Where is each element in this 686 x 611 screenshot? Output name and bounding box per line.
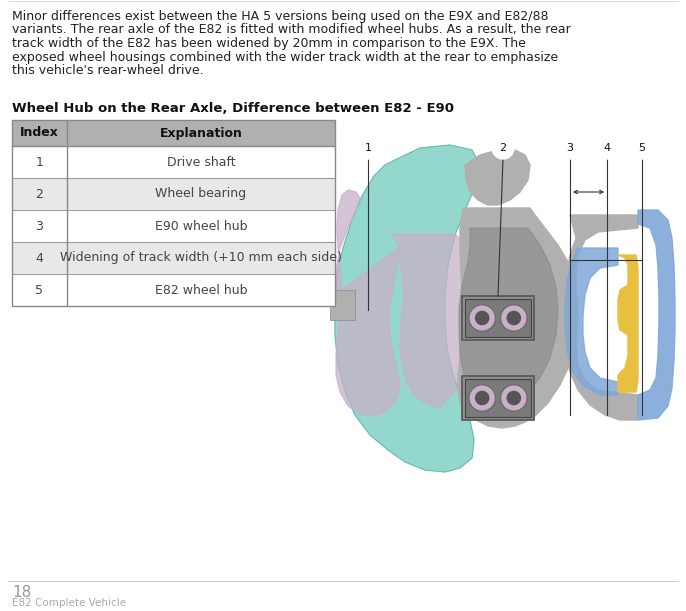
Text: E90 wheel hub: E90 wheel hub	[155, 219, 247, 233]
FancyBboxPatch shape	[12, 178, 335, 210]
Text: 2: 2	[36, 188, 43, 200]
Polygon shape	[565, 248, 618, 395]
Text: Minor differences exist between the HA 5 versions being used on the E9X and E82/: Minor differences exist between the HA 5…	[12, 10, 549, 23]
Circle shape	[559, 137, 581, 159]
FancyBboxPatch shape	[12, 210, 335, 242]
Circle shape	[475, 392, 488, 404]
Text: 1: 1	[364, 143, 372, 153]
Circle shape	[507, 392, 521, 404]
Circle shape	[357, 137, 379, 159]
Text: 2: 2	[499, 143, 506, 153]
Text: Explanation: Explanation	[160, 126, 242, 139]
FancyBboxPatch shape	[462, 376, 534, 420]
Polygon shape	[618, 255, 638, 392]
Circle shape	[469, 385, 495, 411]
Text: Drive shaft: Drive shaft	[167, 156, 235, 169]
Text: 18: 18	[12, 585, 32, 600]
Circle shape	[596, 137, 618, 159]
Text: 1: 1	[36, 156, 43, 169]
Polygon shape	[335, 145, 480, 472]
Polygon shape	[638, 210, 675, 420]
FancyBboxPatch shape	[12, 242, 335, 274]
FancyBboxPatch shape	[465, 379, 531, 417]
Text: E82 wheel hub: E82 wheel hub	[155, 284, 247, 296]
Text: this vehicle's rear-wheel drive.: this vehicle's rear-wheel drive.	[12, 64, 204, 77]
Text: Index: Index	[20, 126, 59, 139]
Circle shape	[475, 312, 488, 324]
Text: Widening of track width (+10 mm each side): Widening of track width (+10 mm each sid…	[60, 252, 342, 265]
Circle shape	[492, 137, 514, 159]
Text: 3: 3	[567, 143, 573, 153]
Text: track width of the E82 has been widened by 20mm in comparison to the E9X. The: track width of the E82 has been widened …	[12, 37, 526, 50]
Text: variants. The rear axle of the E82 is fitted with modified wheel hubs. As a resu: variants. The rear axle of the E82 is fi…	[12, 23, 571, 37]
Text: exposed wheel housings combined with the wider track width at the rear to emphas: exposed wheel housings combined with the…	[12, 51, 558, 64]
FancyBboxPatch shape	[12, 274, 335, 306]
FancyBboxPatch shape	[462, 296, 534, 340]
Text: Wheel bearing: Wheel bearing	[156, 188, 246, 200]
Text: 5: 5	[36, 284, 43, 296]
Text: 3: 3	[36, 219, 43, 233]
Polygon shape	[458, 208, 578, 428]
Polygon shape	[465, 150, 530, 205]
FancyBboxPatch shape	[330, 290, 355, 320]
Circle shape	[631, 137, 653, 159]
Circle shape	[469, 305, 495, 331]
Text: E82 Complete Vehicle: E82 Complete Vehicle	[12, 598, 126, 608]
Polygon shape	[565, 215, 638, 420]
Circle shape	[501, 385, 527, 411]
Polygon shape	[459, 228, 558, 404]
Text: 4: 4	[36, 252, 43, 265]
Circle shape	[507, 312, 521, 324]
Polygon shape	[335, 190, 473, 416]
FancyBboxPatch shape	[12, 120, 335, 146]
Text: Wheel Hub on the Rear Axle, Difference between E82 - E90: Wheel Hub on the Rear Axle, Difference b…	[12, 102, 454, 115]
FancyBboxPatch shape	[465, 299, 531, 337]
Text: 4: 4	[604, 143, 611, 153]
Circle shape	[501, 305, 527, 331]
FancyBboxPatch shape	[12, 146, 335, 178]
Text: 5: 5	[639, 143, 646, 153]
